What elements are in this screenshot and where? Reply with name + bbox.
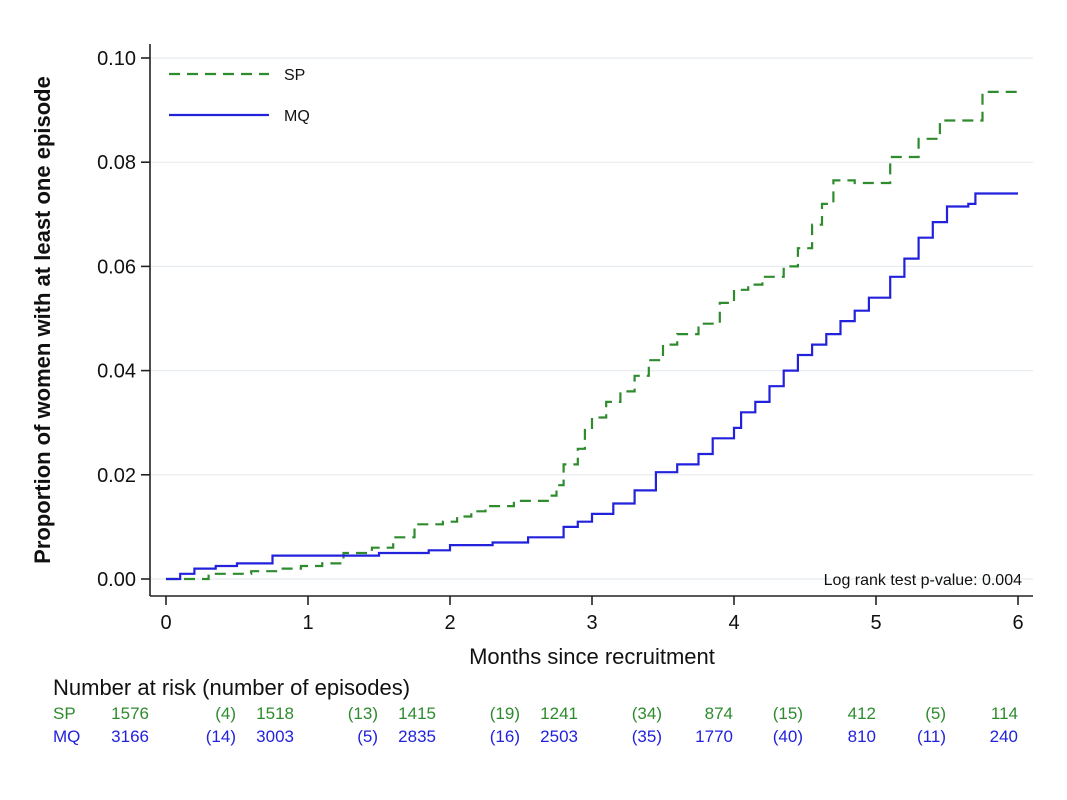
legend-label-mq: MQ — [284, 108, 310, 125]
y-tick-label: 0.02 — [97, 465, 136, 487]
risk-table-title: Number at risk (number of episodes) — [53, 675, 411, 700]
chart: 0 1 2 3 4 5 6 0.00 0.02 0.04 0.06 0.08 0.10 SP MQ Mo… — [97, 44, 1033, 669]
y-tick-label: 0.00 — [97, 569, 136, 591]
y-axis-label: Proportion of women with at least one ep… — [30, 76, 55, 564]
risk-cell: (35) — [631, 727, 662, 746]
x-tick-label: 0 — [160, 612, 171, 634]
risk-cell: (14) — [205, 727, 236, 746]
risk-cell: (34) — [631, 704, 662, 723]
risk-cell: (40) — [772, 727, 803, 746]
risk-cell: 3166 — [111, 727, 149, 746]
series-lines — [166, 90, 1018, 581]
risk-cell: 114 — [990, 704, 1018, 723]
risk-cell: 810 — [847, 727, 876, 746]
x-tick-label: 4 — [728, 612, 739, 634]
y-tick-label: 0.10 — [97, 48, 136, 70]
risk-cell: (11) — [917, 727, 946, 746]
risk-row-mq: MQ 3166 (14) 3003 (5) 2835 (16) 2503 (35… — [0, 727, 1067, 749]
x-tick-label: 3 — [586, 612, 597, 634]
series-line-mq — [166, 192, 1018, 581]
legend-label-sp: SP — [284, 67, 305, 84]
log-rank-annotation: Log rank test p-value: 0.004 — [824, 572, 1022, 589]
risk-cell: 2503 — [540, 727, 578, 746]
risk-cell: (16) — [489, 727, 520, 746]
risk-row-label: MQ — [53, 727, 81, 746]
risk-cell: (19) — [489, 704, 520, 723]
risk-cell: 240 — [989, 727, 1018, 746]
risk-cell: 1241 — [540, 704, 578, 723]
x-tick-label: 5 — [870, 612, 881, 634]
risk-cell: (13) — [347, 704, 378, 723]
risk-cell: 1770 — [695, 727, 733, 746]
y-tick-label: 0.04 — [97, 361, 136, 383]
gridlines — [150, 57, 1033, 580]
risk-cell: 1576 — [111, 704, 149, 723]
risk-cell: 3003 — [256, 727, 294, 746]
risk-row-sp: SP 1576 (4) 1518 (13) 1415 (19) 1241 (34… — [0, 704, 1067, 726]
risk-cell: 1518 — [256, 704, 294, 723]
risk-cell: 874 — [704, 704, 733, 723]
series-line-sp — [166, 90, 1018, 581]
y-tick-label: 0.06 — [97, 256, 136, 278]
legend: SP MQ — [169, 67, 310, 125]
x-tick-label: 6 — [1012, 612, 1023, 634]
risk-cell: (15) — [772, 704, 803, 723]
risk-cell: 412 — [847, 704, 876, 723]
risk-cell: (5) — [357, 727, 378, 746]
y-tick-label: 0.08 — [97, 152, 136, 174]
x-tick-label: 2 — [444, 612, 455, 634]
y-ticks: 0.00 0.02 0.04 0.06 0.08 0.10 — [97, 48, 150, 591]
risk-cell: 2835 — [398, 727, 436, 746]
risk-cell: (5) — [925, 704, 946, 723]
x-tick-label: 1 — [302, 612, 313, 634]
x-ticks: 0 1 2 3 4 5 6 — [160, 596, 1024, 634]
risk-cell: 1415 — [398, 704, 436, 723]
risk-row-label: SP — [53, 704, 76, 723]
x-axis-label: Months since recruitment — [469, 644, 715, 669]
risk-cell: (4) — [215, 704, 236, 723]
